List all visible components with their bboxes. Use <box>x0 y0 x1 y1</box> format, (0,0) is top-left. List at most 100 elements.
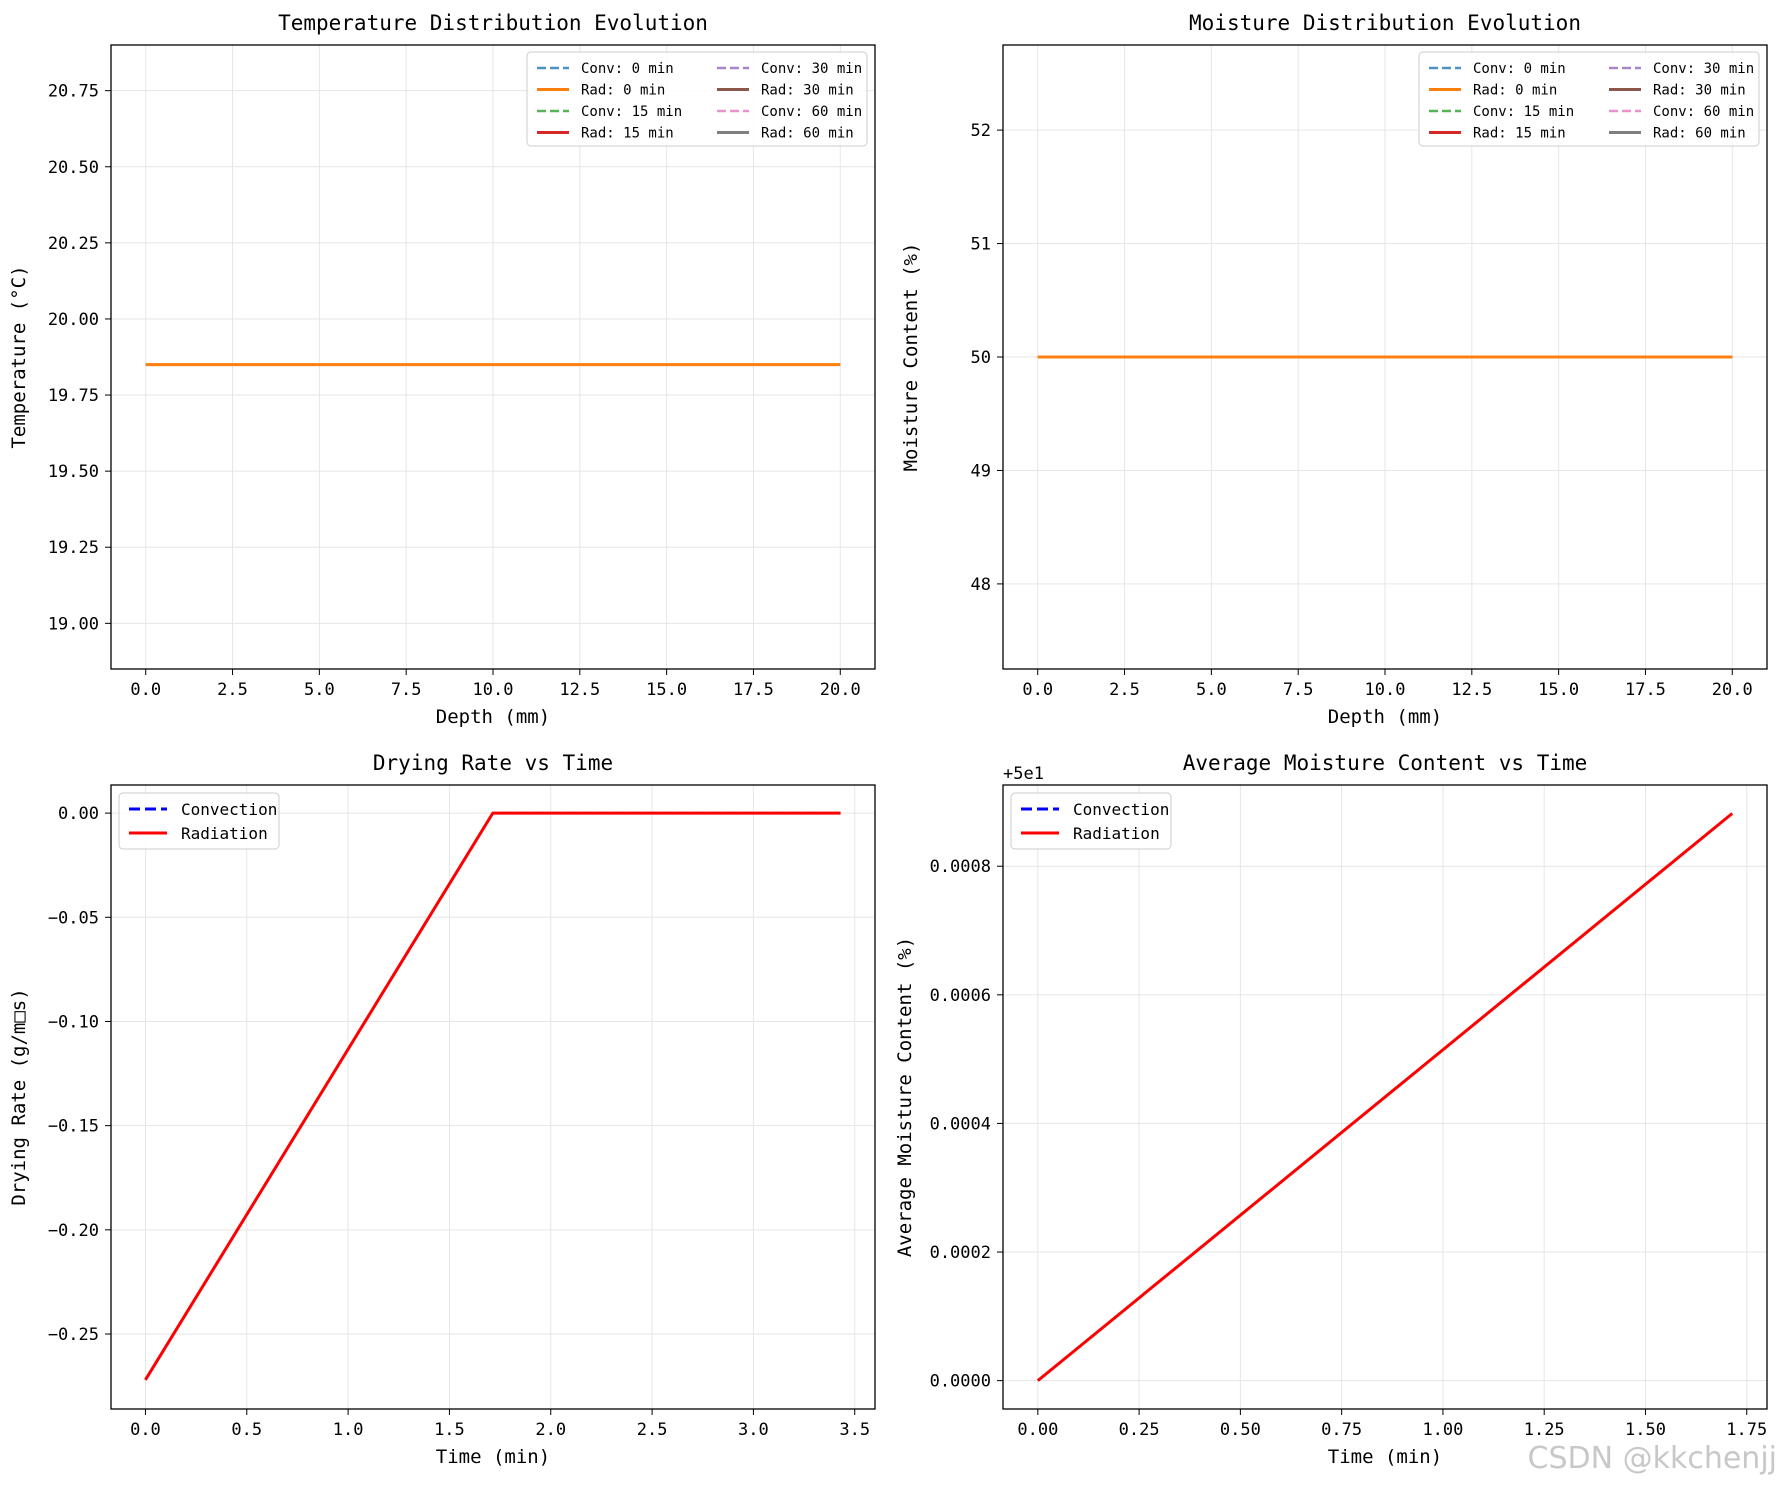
x-tick-label: 7.5 <box>1283 680 1314 700</box>
x-axis-label: Depth (mm) <box>436 706 550 728</box>
x-tick-label: 1.75 <box>1726 1420 1767 1440</box>
y-tick-label: −0.15 <box>48 1117 99 1137</box>
legend-box <box>118 792 280 850</box>
y-offset-text: +5e1 <box>1003 764 1044 784</box>
x-tick-label: 2.5 <box>1109 680 1140 700</box>
x-tick-label: 1.25 <box>1524 1420 1565 1440</box>
x-axis-label: Time (min) <box>436 1446 550 1468</box>
legend-box <box>526 51 868 147</box>
legend-box <box>1418 51 1760 147</box>
y-tick-label: 0.0000 <box>930 1372 991 1392</box>
chart-title: Moisture Distribution Evolution <box>1189 11 1581 35</box>
y-tick-label: 0.0002 <box>930 1243 991 1263</box>
legend-entry: Radiation <box>1073 824 1160 843</box>
legend-entry: Radiation <box>181 824 268 843</box>
plot-frame <box>1002 44 1768 670</box>
x-tick-label: 20.0 <box>1712 680 1753 700</box>
y-tick-label: 0.0006 <box>930 986 991 1006</box>
y-axis-label: Temperature (°C) <box>8 265 30 448</box>
x-tick-label: 1.5 <box>434 1420 465 1440</box>
legend-entry: Rad: 60 min <box>1653 126 1746 142</box>
legend-entry: Rad: 0 min <box>1473 83 1557 99</box>
legend-entry: Rad: 60 min <box>761 126 854 142</box>
legend-box <box>1010 792 1172 850</box>
y-tick-label: 19.25 <box>48 538 99 558</box>
y-tick-label: 52 <box>971 121 991 141</box>
legend-entry: Conv: 0 min <box>1473 61 1566 77</box>
drying-rate-chart: 0.0 0.5 1.0 1.5 2.0 2.5 3.0 3.5 0.00 −0.05 −0.10 −0… <box>8 751 876 1468</box>
x-tick-label: 17.5 <box>733 680 774 700</box>
x-tick-label: 3.0 <box>738 1420 769 1440</box>
x-tick-label: 15.0 <box>1538 680 1579 700</box>
y-tick-label: 49 <box>971 461 991 481</box>
y-tick-label: −0.25 <box>48 1325 99 1345</box>
legend-entry: Rad: 15 min <box>1473 126 1566 142</box>
legend-entry: Rad: 30 min <box>761 83 854 99</box>
legend-entry: Convection <box>1073 800 1169 819</box>
plot-frame <box>1002 784 1768 1410</box>
x-tick-label: 7.5 <box>391 680 422 700</box>
y-tick-label: −0.05 <box>48 908 99 928</box>
legend-entry: Conv: 15 min <box>581 104 682 120</box>
y-tick-label: 20.25 <box>48 234 99 254</box>
plot-frame <box>110 44 876 670</box>
x-tick-label: 0.50 <box>1220 1420 1261 1440</box>
temperature-chart: 0.0 2.5 5.0 7.5 10.0 12.5 15.0 17.5 20.0 19.00 19.… <box>8 11 876 728</box>
y-tick-label: 0.00 <box>58 804 99 824</box>
y-tick-label: 19.00 <box>48 614 99 634</box>
y-tick-label: 20.75 <box>48 82 99 102</box>
x-tick-label: 17.5 <box>1625 680 1666 700</box>
x-tick-label: 12.5 <box>559 680 600 700</box>
legend-entry: Conv: 60 min <box>761 104 862 120</box>
x-tick-label: 20.0 <box>820 680 861 700</box>
x-tick-label: 5.0 <box>1196 680 1227 700</box>
x-tick-label: 10.0 <box>1365 680 1406 700</box>
x-tick-label: 0.25 <box>1119 1420 1160 1440</box>
x-axis-label: Depth (mm) <box>1328 706 1442 728</box>
x-tick-label: 0.75 <box>1321 1420 1362 1440</box>
x-tick-label: 10.0 <box>473 680 514 700</box>
x-tick-label: 15.0 <box>646 680 687 700</box>
x-tick-label: 0.0 <box>1022 680 1053 700</box>
chart-title: Average Moisture Content vs Time <box>1183 751 1588 775</box>
legend-entry: Conv: 0 min <box>581 61 674 77</box>
moisture-chart: 0.0 2.5 5.0 7.5 10.0 12.5 15.0 17.5 20.0 48 49 50 51… <box>900 11 1768 728</box>
x-tick-label: 0.0 <box>130 1420 161 1440</box>
x-axis-label: Time (min) <box>1328 1446 1442 1468</box>
plot-frame <box>110 784 876 1410</box>
x-tick-label: 2.5 <box>217 680 248 700</box>
x-tick-label: 1.00 <box>1422 1420 1463 1440</box>
y-tick-label: 50 <box>971 348 991 368</box>
y-tick-label: 48 <box>971 575 991 595</box>
plot-area <box>111 785 875 1409</box>
legend-entry: Rad: 0 min <box>581 83 665 99</box>
y-tick-label: 20.50 <box>48 158 99 178</box>
y-tick-label: −0.10 <box>48 1012 99 1032</box>
x-tick-label: 2.0 <box>535 1420 566 1440</box>
x-tick-label: 1.50 <box>1625 1420 1666 1440</box>
x-tick-label: 0.0 <box>130 680 161 700</box>
legend-entry: Convection <box>181 800 277 819</box>
x-tick-label: 1.0 <box>333 1420 364 1440</box>
series-line-radiation <box>144 811 841 1381</box>
legend-entry: Conv: 30 min <box>761 61 862 77</box>
y-tick-label: 51 <box>971 235 991 255</box>
y-tick-label: 20.00 <box>48 310 99 330</box>
x-tick-label: 0.5 <box>231 1420 262 1440</box>
x-tick-label: 2.5 <box>637 1420 668 1440</box>
y-axis-label: Moisture Content (%) <box>900 243 922 472</box>
y-tick-label: 0.0004 <box>930 1114 991 1134</box>
legend-entry: Rad: 30 min <box>1653 83 1746 99</box>
legend-entry: Conv: 15 min <box>1473 104 1574 120</box>
x-tick-label: 5.0 <box>304 680 335 700</box>
watermark: CSDN @kkchenjj <box>1528 1441 1777 1476</box>
y-tick-label: 19.50 <box>48 462 99 482</box>
legend-entry: Conv: 60 min <box>1653 104 1754 120</box>
legend-entry: Conv: 30 min <box>1653 61 1754 77</box>
chart-title: Drying Rate vs Time <box>373 751 613 775</box>
x-tick-label: 12.5 <box>1451 680 1492 700</box>
y-tick-label: 0.0008 <box>930 857 991 877</box>
chart-title: Temperature Distribution Evolution <box>278 11 708 35</box>
y-tick-label: −0.20 <box>48 1221 99 1241</box>
